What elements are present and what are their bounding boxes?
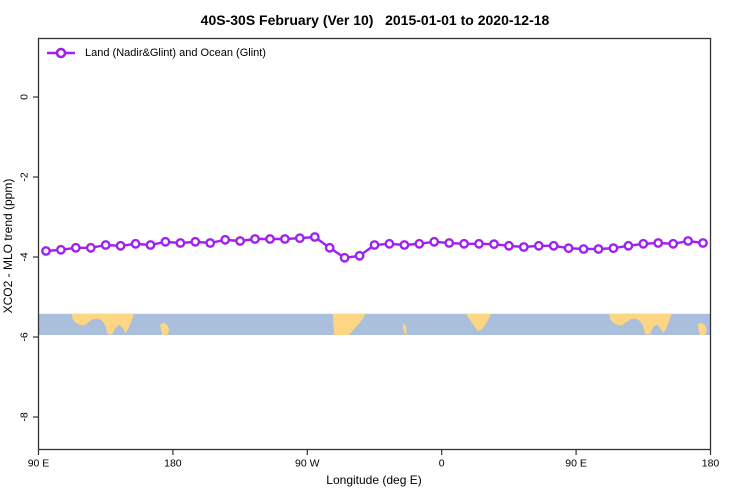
y-tick-label: -8	[19, 412, 31, 421]
data-point	[638, 238, 649, 249]
data-point	[115, 240, 126, 251]
data-point	[563, 243, 574, 254]
land-polygon-australia-2	[609, 313, 672, 335]
x-tick-label: 90 E	[565, 458, 587, 470]
data-point	[533, 240, 544, 251]
data-point	[503, 240, 514, 251]
data-point	[459, 238, 469, 249]
x-tick-label: 90 E	[28, 458, 50, 470]
legend: Land (Nadir&Glint) and Ocean (Glint)	[46, 46, 266, 60]
y-axis-label: XCO2 - MLO trend (ppm)	[1, 178, 15, 314]
data-point	[668, 238, 679, 249]
data-point	[145, 240, 156, 250]
data-point	[608, 243, 619, 254]
data-point	[518, 242, 529, 252]
data-point	[235, 236, 246, 246]
data-point	[683, 236, 693, 246]
land-polygon-new-zealand	[160, 322, 170, 335]
land-polygon-africa	[466, 313, 491, 332]
data-point	[384, 238, 395, 249]
land-polygon-kangaroo-island	[106, 325, 110, 331]
land-polygon-new-zealand-2	[697, 322, 707, 335]
legend-line-marker-icon	[47, 47, 75, 59]
data-point	[309, 232, 320, 242]
data-point	[130, 238, 141, 249]
data-point	[279, 234, 290, 244]
legend-label: Land (Nadir&Glint) and Ocean (Glint)	[85, 47, 266, 59]
data-point	[190, 236, 201, 247]
y-tick-label: 0	[19, 94, 31, 100]
chart-title: 40S-30S February (Ver 10) 2015-01-01 to …	[200, 12, 550, 28]
data-point	[205, 238, 216, 248]
data-point	[160, 236, 171, 247]
data-point	[175, 238, 186, 248]
data-point	[623, 240, 634, 251]
data-point	[70, 242, 81, 253]
x-axis-label: Longitude (deg E)	[326, 473, 422, 487]
y-tick-label: -2	[19, 172, 31, 181]
x-tick-label: 90 W	[295, 458, 320, 470]
data-point	[653, 238, 664, 248]
data-point	[399, 240, 410, 250]
plot-border	[37, 37, 712, 451]
data-point	[578, 244, 589, 254]
data-point	[250, 234, 260, 244]
data-point	[474, 238, 484, 249]
x-tick-label: 180	[702, 458, 720, 470]
land-polygon-south-america	[332, 313, 366, 335]
data-point	[698, 238, 708, 248]
data-point	[100, 240, 111, 250]
land-polygon-atlantic-island	[402, 323, 407, 335]
data-point	[444, 238, 455, 248]
data-point	[85, 242, 96, 253]
data-point	[429, 236, 440, 247]
data-point	[265, 234, 275, 244]
land-polygon-kangaroo-island-2	[644, 325, 648, 331]
y-tick-label: -6	[19, 332, 31, 341]
x-tick-label: 180	[164, 458, 182, 470]
data-point	[354, 250, 365, 261]
x-tick-label: 0	[439, 458, 445, 470]
land-polygon-australia	[71, 313, 135, 335]
data-point	[593, 244, 604, 254]
map-band-ocean	[38, 313, 711, 335]
data-point	[489, 239, 499, 250]
data-point	[548, 240, 559, 251]
data-point	[414, 238, 425, 249]
data-point	[41, 246, 51, 256]
data-point	[369, 240, 380, 250]
y-tick-label: -4	[19, 252, 31, 261]
data-point	[220, 234, 231, 245]
data-point	[324, 242, 335, 253]
data-point	[339, 252, 350, 263]
data-point	[56, 244, 66, 255]
data-point	[294, 233, 305, 244]
